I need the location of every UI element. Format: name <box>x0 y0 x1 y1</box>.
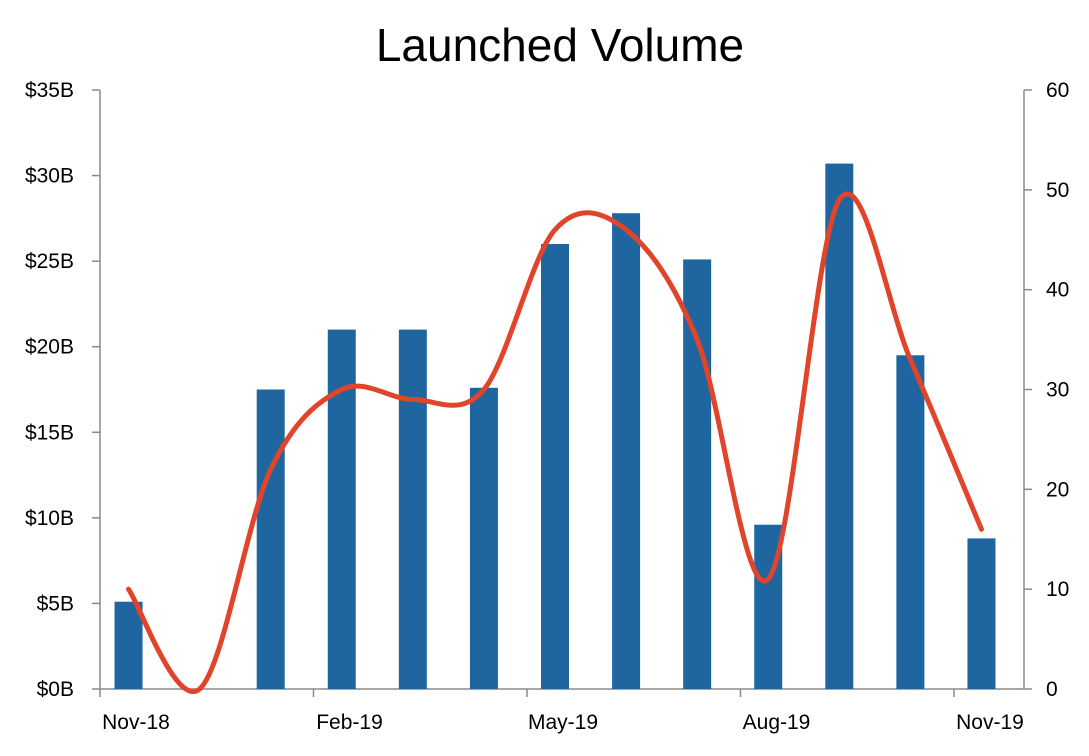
left-axis-tick-label: $20B <box>25 336 74 359</box>
tick-labels: $0B $5B $10B $15B $20B $25B $30B $35B 0 10 20 30 40 5… <box>25 79 1069 734</box>
x-axis-tick-label: Nov-18 <box>102 711 170 734</box>
bar <box>541 244 569 689</box>
bar <box>967 538 996 689</box>
left-axis-tick-label: $0B <box>37 678 74 701</box>
left-axis-tick-label: $30B <box>25 165 74 188</box>
right-axis-tick-label: 40 <box>1046 279 1069 302</box>
left-axis-tick-label: $10B <box>25 507 74 530</box>
bar <box>896 355 925 689</box>
bar-series <box>114 163 996 690</box>
right-axis-tick-label: 20 <box>1046 478 1069 501</box>
x-axis-tick-label: Aug-19 <box>743 711 811 734</box>
right-axis-tick-label: 30 <box>1046 379 1069 402</box>
line-series-path <box>126 191 984 694</box>
left-axis-tick-label: $35B <box>25 79 74 102</box>
x-axis-tick-label: Feb-19 <box>316 711 383 734</box>
bar <box>398 329 427 689</box>
right-axis-tick-label: 0 <box>1046 678 1058 701</box>
right-axis-tick-label: 60 <box>1046 79 1069 102</box>
x-axis-tick-label: Nov-19 <box>956 711 1024 734</box>
bar <box>683 259 712 689</box>
left-axis-tick-label: $5B <box>37 592 74 615</box>
right-axis-tick-label: 10 <box>1046 578 1069 601</box>
bar <box>825 163 854 689</box>
x-axis-tick-label: May-19 <box>528 711 598 734</box>
left-axis-tick-label: $15B <box>25 421 74 444</box>
chart-title: Launched Volume <box>375 19 745 71</box>
bar <box>469 387 498 689</box>
bar <box>612 213 641 690</box>
right-axis-tick-label: 50 <box>1046 179 1069 202</box>
left-axis-tick-label: $25B <box>25 250 74 273</box>
bar <box>327 329 356 689</box>
bar <box>114 601 143 689</box>
bar <box>256 389 285 689</box>
line-series <box>126 191 984 694</box>
